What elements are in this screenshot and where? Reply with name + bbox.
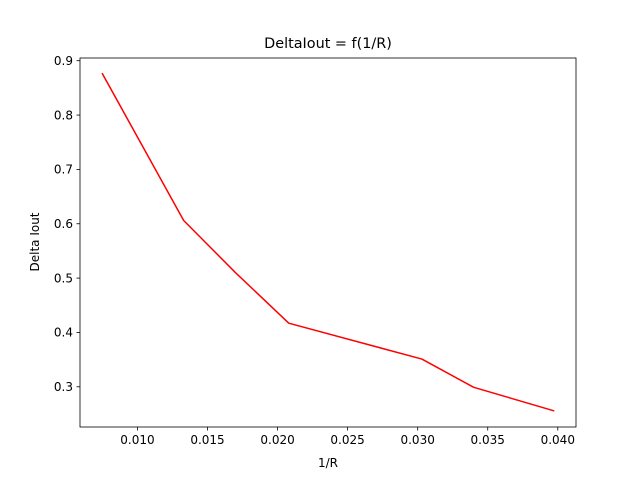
y-axis: 0.3 0.4 0.5 0.6 0.7 0.8 0.9 [54, 54, 80, 394]
y-tick-label: 0.6 [54, 217, 73, 231]
axes-frame [79, 57, 577, 428]
y-tick-label: 0.9 [54, 54, 73, 68]
chart-title: DeltaIout = f(1/R) [264, 36, 392, 52]
series-layer [101, 72, 555, 412]
y-tick-label: 0.8 [54, 108, 73, 122]
x-axis-label: 1/R [318, 456, 338, 470]
x-tick-label: 0.025 [330, 433, 364, 447]
y-tick-label: 0.4 [54, 326, 73, 340]
x-tick-label: 0.040 [541, 433, 575, 447]
x-tick-label: 0.035 [471, 433, 505, 447]
plot-area [79, 57, 577, 428]
x-tick-label: 0.020 [260, 433, 294, 447]
y-tick-label: 0.5 [54, 271, 73, 285]
y-tick-label: 0.7 [54, 163, 73, 177]
x-tick-label: 0.030 [400, 433, 434, 447]
series-line-0 [101, 72, 555, 412]
x-tick-label: 0.010 [120, 433, 154, 447]
x-axis: 0.010 0.015 0.020 0.025 0.030 0.035 0.040 [120, 427, 575, 447]
x-tick-label: 0.015 [190, 433, 224, 447]
y-axis-label: Delta Iout [28, 212, 42, 271]
y-tick-label: 0.3 [54, 380, 73, 394]
